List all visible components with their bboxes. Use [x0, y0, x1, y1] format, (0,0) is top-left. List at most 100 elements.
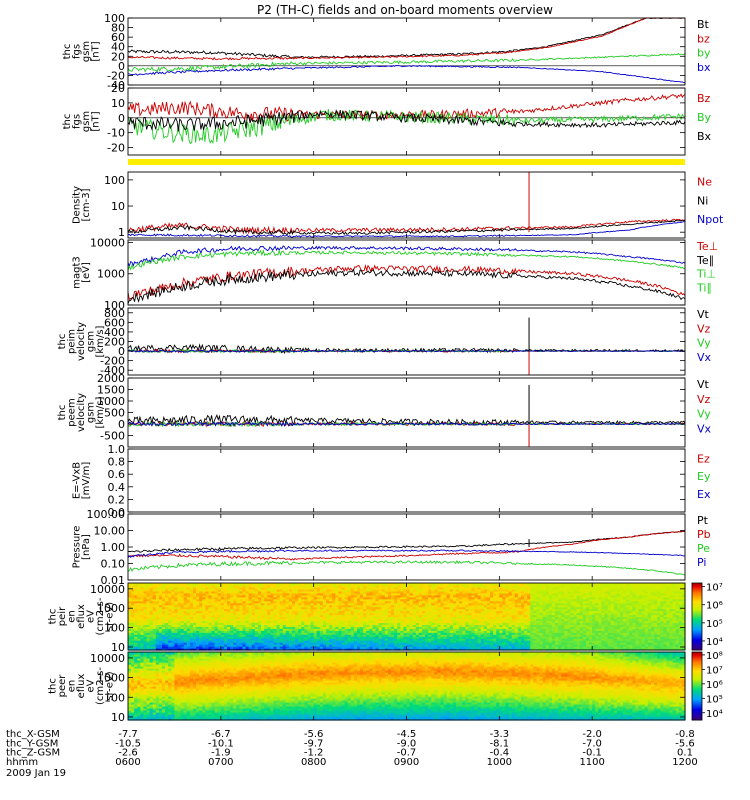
heatmap-cell	[406, 614, 411, 618]
heatmap-cell	[282, 638, 287, 641]
heatmap-cell	[322, 626, 327, 629]
heatmap-cell	[162, 604, 166, 608]
heatmap-cell	[180, 584, 185, 588]
heatmap-cell	[189, 642, 194, 645]
heatmap-cell	[301, 624, 305, 627]
heatmap-cell	[366, 642, 370, 645]
heatmap-cell	[372, 590, 377, 594]
heatmap-cell	[524, 590, 528, 594]
heatmap-cell	[499, 590, 504, 594]
heatmap-cell	[214, 636, 219, 639]
heatmap-cell	[452, 588, 457, 592]
heatmap-cell	[443, 588, 448, 592]
heatmap-cell	[180, 618, 185, 622]
heatmap-cell	[452, 592, 457, 596]
heatmap-cell	[186, 588, 191, 592]
heatmap-cell	[301, 612, 305, 616]
heatmap-cell	[391, 624, 395, 627]
heatmap-cell	[474, 586, 479, 590]
series-by	[127, 109, 686, 145]
y-axis-label: gsm	[81, 41, 92, 62]
heatmap-cell	[298, 586, 302, 590]
heatmap-cell	[230, 598, 234, 602]
heatmap-cell	[329, 644, 333, 647]
heatmap-cell	[196, 628, 200, 631]
heatmap-cell	[230, 620, 234, 624]
heatmap-cell	[223, 590, 228, 594]
heatmap-cell	[456, 608, 460, 612]
heatmap-cell	[387, 622, 392, 625]
heatmap-cell	[428, 632, 432, 635]
heatmap-cell	[196, 622, 200, 625]
heatmap-cell	[208, 614, 213, 618]
heatmap-cell	[446, 610, 451, 614]
heatmap-cell	[174, 600, 179, 604]
heatmap-cell	[366, 630, 370, 633]
heatmap-cell	[449, 598, 454, 602]
heatmap-cell	[316, 602, 321, 606]
heatmap-cell	[486, 636, 491, 639]
heatmap-cell	[474, 620, 479, 624]
heatmap-cell	[406, 638, 411, 641]
heatmap-cell	[295, 644, 299, 647]
heatmap-cell	[437, 618, 442, 622]
heatmap-cell	[304, 638, 309, 641]
heatmap-cell	[403, 640, 408, 643]
heatmap-cell	[502, 648, 507, 651]
heatmap-cell	[434, 602, 439, 606]
heatmap-cell	[462, 612, 466, 616]
legend-entry: Ex	[697, 488, 711, 501]
heatmap-cell	[344, 602, 349, 606]
heatmap-cell	[517, 608, 522, 612]
heatmap-cell	[527, 622, 531, 625]
heatmap-cell	[137, 630, 141, 633]
heatmap-cell	[180, 590, 185, 594]
heatmap-cell	[239, 590, 244, 594]
heatmap-cell	[437, 612, 442, 616]
heatmap-cell	[527, 620, 531, 624]
heatmap-cell	[310, 592, 315, 596]
heatmap-cell	[539, 636, 544, 639]
heatmap-cell	[233, 628, 237, 631]
heatmap-cell	[465, 642, 469, 645]
heatmap-cell	[322, 636, 327, 639]
heatmap-cell	[304, 636, 309, 639]
heatmap-cell	[214, 634, 219, 637]
heatmap-cell	[168, 620, 172, 624]
heatmap-cell	[233, 592, 237, 596]
heatmap-cell	[378, 618, 383, 622]
heatmap-cell	[174, 586, 179, 590]
heatmap-cell	[202, 640, 206, 643]
heatmap-cell	[397, 616, 401, 620]
heatmap-cell	[295, 606, 299, 610]
heatmap-cell	[530, 586, 534, 590]
heatmap-cell	[437, 596, 442, 600]
heatmap-cell	[350, 616, 355, 620]
heatmap-cell	[276, 638, 281, 641]
heatmap-cell	[155, 598, 160, 602]
y-axis-label: peim	[67, 329, 78, 354]
y-tick-label: -20	[107, 69, 125, 82]
heatmap-cell	[279, 644, 284, 647]
heatmap-cell	[261, 588, 265, 592]
heatmap-cell	[551, 646, 556, 649]
heatmap-cell	[446, 608, 451, 612]
heatmap-cell	[397, 586, 401, 590]
heatmap-cell	[177, 588, 182, 592]
heatmap-cell	[530, 638, 534, 641]
heatmap-cell	[276, 634, 281, 637]
heatmap-cell	[304, 598, 309, 602]
heatmap-cell	[319, 630, 324, 633]
heatmap-cell	[186, 648, 191, 651]
heatmap-cell	[468, 648, 473, 651]
heatmap-cell	[391, 640, 395, 643]
heatmap-cell	[502, 626, 507, 629]
heatmap-cell	[230, 588, 234, 592]
heatmap-cell	[505, 648, 510, 651]
heatmap-cell	[384, 618, 389, 622]
heatmap-cell	[335, 618, 340, 622]
heatmap-cell	[366, 624, 370, 627]
heatmap-cell	[350, 592, 355, 596]
heatmap-cell	[446, 646, 451, 649]
heatmap-cell	[449, 646, 454, 649]
